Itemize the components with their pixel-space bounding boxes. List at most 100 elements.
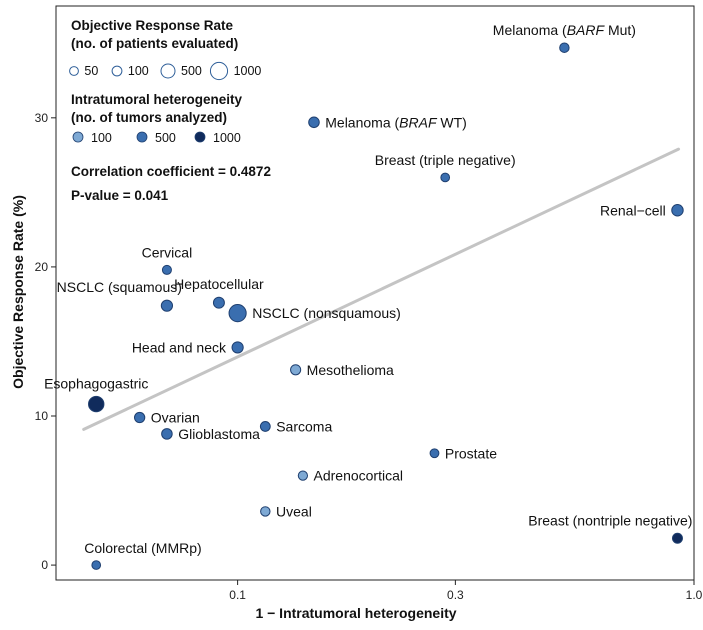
data-point	[440, 172, 451, 183]
color-legend-marker	[194, 131, 206, 143]
size-legend-title-line2: (no. of patients evaluated)	[71, 36, 238, 51]
data-point	[212, 296, 225, 309]
color-legend-label: 100	[91, 131, 112, 145]
plot-frame	[55, 5, 695, 581]
point-label: NSCLC (nonsquamous)	[252, 305, 401, 321]
point-label-text: Colorectal (MMRp)	[84, 540, 201, 556]
color-legend-marker	[136, 131, 148, 143]
size-legend-title-line1: Objective Response Rate	[71, 18, 234, 33]
point-label-text: Sarcoma	[276, 418, 332, 434]
size-legend-label: 1000	[234, 64, 262, 78]
trend-line	[82, 147, 681, 431]
point-label-text: Uveal	[276, 503, 312, 519]
y-tick-label: 20	[35, 260, 49, 274]
point-label: Melanoma (BARF Mut)	[493, 22, 636, 38]
point-labels: Melanoma (BARF Mut)Melanoma (BRAF WT)Bre…	[44, 22, 692, 556]
x-axis-title: 1 − Intratumoral heterogeneity	[255, 605, 456, 621]
y-axis-title: Objective Response Rate (%)	[10, 195, 26, 389]
size-legend-marker	[111, 65, 123, 77]
point-label-suffix: Mut)	[604, 22, 636, 38]
point-label: NSCLC (squamous)	[57, 279, 182, 295]
point-label: Head and neck	[132, 339, 227, 355]
y-tick-label: 30	[35, 111, 49, 125]
point-label-text: Breast (nontriple negative)	[528, 512, 692, 528]
color-legend-title-line1: Intratumoral heterogeneity	[71, 92, 243, 107]
color-legend: 100 500 1000	[72, 131, 241, 145]
correlation-text: Correlation coefficient = 0.4872	[71, 164, 271, 179]
point-label-suffix: WT)	[437, 114, 467, 130]
size-legend-marker	[160, 63, 176, 79]
data-point	[290, 364, 302, 376]
size-legend-marker	[209, 61, 229, 81]
x-tick-label: 0.3	[447, 588, 464, 602]
color-legend-title-line2: (no. of tumors analyzed)	[71, 110, 227, 125]
data-point	[308, 116, 320, 129]
point-label-text: Adrenocortical	[314, 468, 404, 484]
point-label-text: Esophagogastric	[44, 375, 148, 391]
point-label-text: Head and neck	[132, 339, 227, 355]
x-tick-label: 1.0	[686, 588, 703, 602]
data-point	[160, 299, 174, 312]
point-label-text: Cervical	[142, 244, 193, 260]
data-point	[134, 411, 146, 424]
point-label: Breast (triple negative)	[375, 152, 516, 168]
data-point	[91, 560, 102, 570]
pvalue-text: P-value = 0.041	[71, 188, 169, 203]
point-label: Sarcoma	[276, 418, 332, 434]
data-points	[88, 42, 684, 570]
point-label-text: Glioblastoma	[178, 426, 260, 442]
data-point	[228, 304, 247, 323]
size-legend-label: 50	[84, 64, 98, 78]
point-label: Esophagogastric	[44, 375, 148, 391]
point-label: Hepatocellular	[174, 276, 264, 292]
data-point	[559, 42, 570, 53]
point-label: Mesothelioma	[307, 362, 394, 378]
data-point	[297, 470, 309, 481]
size-legend-marker	[69, 66, 79, 76]
data-point	[429, 448, 440, 459]
data-point	[161, 264, 172, 275]
size-legend-label: 500	[181, 64, 202, 78]
point-label: Melanoma (BRAF WT)	[325, 114, 467, 130]
point-label: Adrenocortical	[314, 468, 404, 484]
point-label-text: Melanoma (	[493, 22, 567, 38]
y-axis: 0 10 20 30	[35, 111, 56, 572]
point-label: Ovarian	[151, 409, 200, 425]
point-label: Cervical	[142, 244, 193, 260]
data-point	[259, 421, 271, 432]
point-label-text: Prostate	[445, 445, 497, 461]
color-legend-label: 1000	[213, 131, 241, 145]
point-label: Renal−cell	[600, 202, 666, 218]
data-point	[231, 341, 244, 354]
point-label-text: Melanoma (	[325, 114, 399, 130]
point-label: Glioblastoma	[178, 426, 260, 442]
x-tick-label: 0.1	[229, 588, 246, 602]
point-label-text: Renal−cell	[600, 202, 666, 218]
point-label: Uveal	[276, 503, 312, 519]
point-label-italic: BARF	[567, 22, 606, 38]
point-label-text: Hepatocellular	[174, 276, 264, 292]
x-axis: 0.1 0.3 1.0	[229, 580, 703, 602]
color-legend-marker	[72, 131, 84, 143]
point-label: Colorectal (MMRp)	[84, 540, 201, 556]
point-label: Prostate	[445, 445, 497, 461]
data-point	[88, 395, 105, 413]
data-point	[671, 204, 684, 217]
size-legend: 50 100 500 1000	[69, 61, 262, 81]
data-point	[260, 506, 271, 517]
data-point	[671, 532, 683, 544]
y-tick-label: 0	[41, 558, 48, 572]
point-label: Breast (nontriple negative)	[528, 512, 692, 528]
legend: Objective Response Rate (no. of patients…	[69, 18, 271, 203]
point-label-text: Breast (triple negative)	[375, 152, 516, 168]
point-label-text: Ovarian	[151, 409, 200, 425]
point-label-text: Mesothelioma	[307, 362, 394, 378]
point-label-text: NSCLC (nonsquamous)	[252, 305, 401, 321]
point-label-text: NSCLC (squamous)	[57, 279, 182, 295]
size-legend-label: 100	[128, 64, 149, 78]
y-tick-label: 10	[35, 409, 49, 423]
point-label-italic: BRAF	[399, 114, 438, 130]
color-legend-label: 500	[155, 131, 176, 145]
